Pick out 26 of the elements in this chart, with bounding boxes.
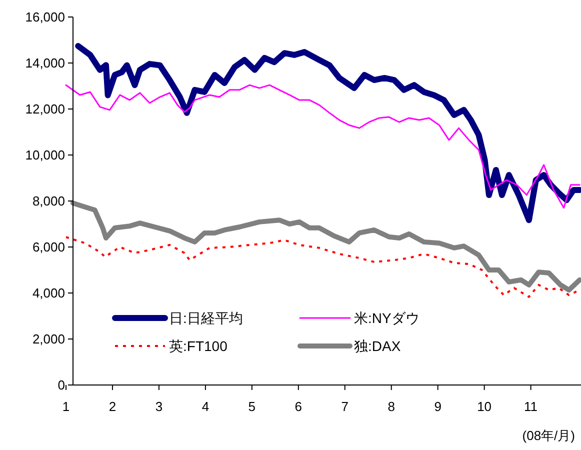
x-tick-label: 3 [155, 399, 163, 414]
y-tick-label: 6,000 [32, 240, 65, 255]
x-tick-label: 2 [108, 399, 116, 414]
y-tick-label: 8,000 [32, 194, 65, 209]
x-tick-label: 1 [62, 399, 70, 414]
y-tick-label: 0 [58, 378, 65, 393]
y-tick-label: 4,000 [32, 286, 65, 301]
legend-label: 英:FT100 [169, 338, 228, 354]
line-series [65, 84, 580, 209]
x-tick-label: 11 [524, 399, 538, 414]
x-tick-label: 6 [294, 399, 302, 414]
legend-label: 独:DAX [354, 338, 402, 354]
x-tick-label: 10 [477, 399, 492, 414]
x-tick-label: 8 [388, 399, 395, 414]
y-tick-label: 16,000 [25, 10, 65, 25]
y-tick-label: 10,000 [25, 148, 65, 163]
y-tick-label: 2,000 [32, 332, 65, 347]
legend-label: 日:日経平均 [169, 310, 243, 326]
y-tick-label: 14,000 [25, 56, 65, 71]
legend-label: 米:NYダウ [354, 310, 420, 326]
x-tick-label: 4 [202, 399, 210, 414]
x-axis-title: (08年/月) [522, 428, 575, 443]
x-tick-label: 9 [434, 399, 442, 414]
x-tick-label: 5 [248, 399, 256, 414]
x-tick-label: 7 [341, 399, 348, 414]
y-tick-label: 12,000 [25, 102, 65, 117]
